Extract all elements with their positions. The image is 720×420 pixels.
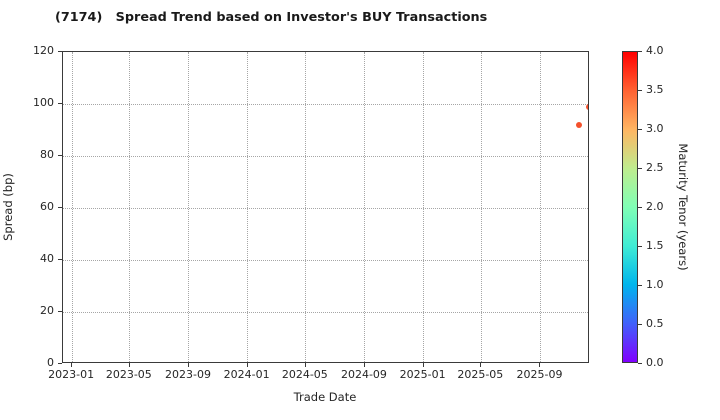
- x-gridline: [305, 52, 307, 362]
- x-tick-label: 2023-09: [164, 368, 211, 381]
- colorbar-tick-label: 0.0: [646, 356, 664, 369]
- colorbar-tick-label: 3.0: [646, 122, 664, 135]
- x-tick-mark: [128, 363, 130, 367]
- y-tick-label: 120: [33, 44, 54, 57]
- x-tick-label: 2025-09: [516, 368, 563, 381]
- colorbar-tick-mark: [638, 168, 642, 169]
- y-gridline: [63, 311, 588, 313]
- y-tick-label: 40: [40, 252, 54, 265]
- colorbar-tick-mark: [638, 90, 642, 91]
- colorbar-tick-mark: [638, 51, 642, 52]
- y-gridline: [63, 103, 588, 105]
- x-gridline: [480, 52, 482, 362]
- colorbar-tick-label: 3.5: [646, 83, 664, 96]
- colorbar-tick-label: 1.5: [646, 239, 664, 252]
- x-gridline: [71, 52, 73, 362]
- x-gridline: [364, 52, 366, 362]
- x-tick-label: 2023-05: [105, 368, 152, 381]
- chart-title: (7174) Spread Trend based on Investor's …: [55, 10, 488, 25]
- plot-area: [62, 51, 589, 363]
- x-tick-mark: [539, 363, 541, 367]
- x-tick-mark: [422, 363, 424, 367]
- x-tick-label: 2024-09: [340, 368, 387, 381]
- x-tick-label: 2023-01: [48, 368, 95, 381]
- data-point: [575, 121, 582, 128]
- colorbar-tick-mark: [638, 207, 642, 208]
- y-gridline: [63, 155, 588, 157]
- x-gridline: [129, 52, 131, 362]
- colorbar-tick-label: 0.5: [646, 317, 664, 330]
- colorbar-tick-label: 2.0: [646, 200, 664, 213]
- y-tick-mark: [58, 259, 62, 260]
- y-tick-label: 80: [40, 148, 54, 161]
- x-gridline: [188, 52, 190, 362]
- x-gridline: [247, 52, 249, 362]
- y-tick-mark: [58, 207, 62, 208]
- y-tick-mark: [58, 155, 62, 156]
- y-tick-mark: [58, 103, 62, 104]
- x-gridline: [539, 52, 541, 362]
- x-tick-mark: [71, 363, 73, 367]
- y-tick-mark: [58, 311, 62, 312]
- x-axis-label: Trade Date: [293, 390, 357, 404]
- y-gridline: [63, 207, 588, 209]
- x-tick-label: 2025-05: [457, 368, 504, 381]
- colorbar-label: Maturity Tenor (years): [676, 143, 690, 271]
- colorbar-tick-mark: [638, 129, 642, 130]
- colorbar-tick-mark: [638, 324, 642, 325]
- colorbar-tick-mark: [638, 363, 642, 364]
- y-tick-label: 20: [40, 304, 54, 317]
- y-tick-mark: [58, 363, 62, 364]
- colorbar-tick-label: 4.0: [646, 44, 664, 57]
- y-gridline: [63, 259, 588, 261]
- colorbar: [622, 51, 638, 363]
- x-gridline: [423, 52, 425, 362]
- data-point: [586, 103, 588, 110]
- colorbar-tick-label: 2.5: [646, 161, 664, 174]
- x-tick-mark: [246, 363, 248, 367]
- colorbar-tick-mark: [638, 246, 642, 247]
- x-tick-label: 2024-01: [223, 368, 270, 381]
- colorbar-tick-label: 1.0: [646, 278, 664, 291]
- y-tick-label: 0: [47, 356, 54, 369]
- y-tick-mark: [58, 51, 62, 52]
- y-tick-label: 100: [33, 96, 54, 109]
- x-tick-label: 2025-01: [399, 368, 446, 381]
- x-tick-label: 2024-05: [281, 368, 328, 381]
- x-tick-mark: [480, 363, 482, 367]
- x-tick-mark: [304, 363, 306, 367]
- colorbar-tick-mark: [638, 285, 642, 286]
- x-tick-mark: [363, 363, 365, 367]
- x-tick-mark: [187, 363, 189, 367]
- y-tick-label: 60: [40, 200, 54, 213]
